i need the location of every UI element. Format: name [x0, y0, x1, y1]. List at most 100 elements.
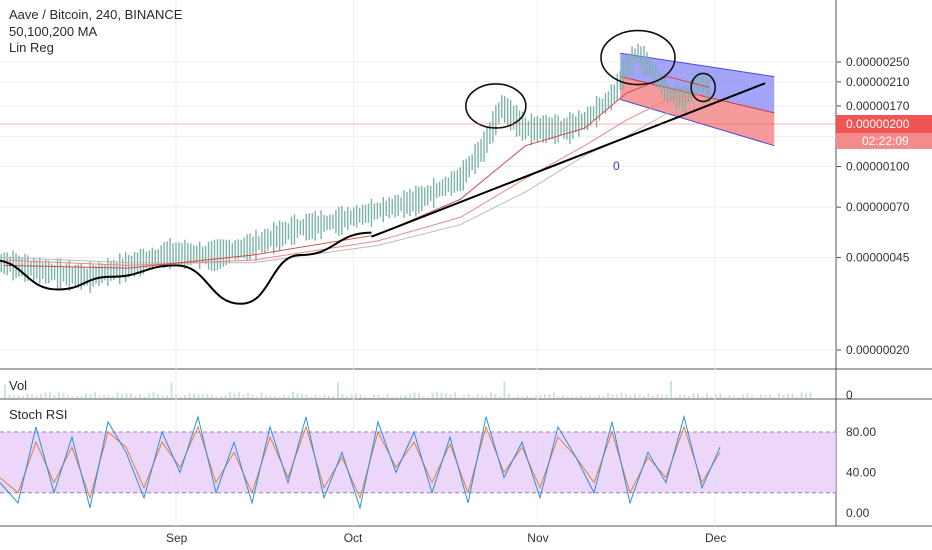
- volume-bar: [377, 394, 380, 398]
- volume-bar: [526, 395, 528, 398]
- volume-bar: [634, 393, 636, 398]
- volume-bar: [521, 396, 524, 398]
- volume-bar: [598, 394, 600, 398]
- volume-bar: [692, 393, 695, 398]
- volume-bar: [760, 394, 762, 398]
- volume-bar: [476, 393, 479, 398]
- volume-bar: [224, 395, 227, 398]
- volume-bar: [373, 394, 375, 398]
- volume-bar: [778, 393, 780, 398]
- time-tick-label: Sep: [166, 531, 188, 545]
- volume-bar: [503, 381, 506, 398]
- volume-bar: [575, 396, 578, 398]
- volume-bar: [283, 395, 285, 398]
- volume-bar: [85, 393, 87, 398]
- volume-bar: [733, 395, 735, 398]
- price-tick-label: 0.00000170: [846, 99, 910, 113]
- volume-bar: [494, 394, 497, 398]
- volume-bar: [710, 396, 713, 398]
- time-tick-label: Nov: [527, 531, 548, 545]
- volume-bar: [179, 396, 182, 398]
- volume-bar: [467, 393, 470, 398]
- volume-bar: [22, 395, 24, 398]
- trendline: [371, 82, 766, 238]
- volume-bar: [229, 392, 231, 398]
- volume-bar: [490, 392, 492, 398]
- volume-bar: [319, 396, 321, 398]
- volume-bar: [332, 395, 335, 398]
- volume-bar: [301, 393, 303, 398]
- volume-bar: [139, 394, 141, 398]
- volume-bar: [409, 393, 411, 398]
- volume-bar: [737, 396, 740, 398]
- volume-bar: [544, 394, 546, 398]
- volume-bar: [611, 394, 614, 398]
- volume-bar: [782, 394, 785, 398]
- volume-bar: [661, 394, 663, 398]
- volume-bar: [602, 395, 605, 398]
- volume-bars: [4, 380, 812, 398]
- price-tag-value: 0.00000200: [846, 117, 910, 131]
- volume-bar: [346, 395, 348, 398]
- volume-bar: [791, 393, 794, 398]
- volume-bar: [571, 396, 573, 398]
- volume-bar: [49, 392, 51, 398]
- drawings[interactable]: [0, 29, 766, 305]
- volume-bar: [130, 393, 132, 398]
- channel-lower-fill: [620, 76, 775, 146]
- volume-bar: [215, 396, 218, 398]
- volume-bar: [265, 395, 267, 398]
- volume-bar: [206, 393, 209, 398]
- volume-bar: [152, 392, 155, 398]
- volume-bar: [688, 395, 690, 398]
- volume-bar: [31, 394, 33, 398]
- volume-bar: [562, 395, 564, 398]
- volume-bar: [328, 395, 330, 398]
- volume-bar: [436, 392, 438, 398]
- volume-bar: [166, 395, 168, 398]
- ma-legend[interactable]: 50,100,200 MA: [9, 24, 98, 39]
- volume-bar: [652, 395, 654, 398]
- volume-bar: [76, 395, 78, 398]
- volume-bar: [116, 392, 119, 398]
- chart-title: Aave / Bitcoin, 240, BINANCE: [9, 7, 183, 22]
- price-tick-label: 0.00000045: [846, 251, 910, 265]
- volume-bar: [724, 396, 726, 398]
- volume-bar: [292, 392, 294, 398]
- volume-bar: [269, 395, 272, 398]
- volume-bar: [67, 394, 69, 398]
- volume-bar: [323, 394, 326, 398]
- countdown-value: 02:22:09: [862, 134, 909, 148]
- volume-bar: [121, 393, 123, 398]
- volume-bar: [413, 392, 416, 398]
- volume-bar: [341, 394, 344, 398]
- volume-bar: [463, 395, 465, 398]
- stoch-tick-label: 0.00: [846, 506, 870, 520]
- volume-bar: [742, 394, 744, 398]
- stoch-tick-label: 80.00: [846, 425, 876, 439]
- volume-bar: [107, 395, 110, 398]
- volume-bar: [26, 393, 29, 398]
- linreg-legend[interactable]: Lin Reg: [9, 40, 54, 55]
- volume-bar: [71, 396, 74, 398]
- volume-bar: [62, 392, 65, 398]
- volume-bar: [350, 394, 353, 398]
- volume-bar: [125, 393, 128, 398]
- volume-bar: [755, 396, 758, 398]
- volume-bar: [89, 394, 92, 398]
- volume-bar: [251, 394, 254, 398]
- volume-bar: [796, 396, 798, 398]
- stoch-band-fill: [0, 432, 836, 493]
- volume-bar: [364, 396, 366, 398]
- stoch-k-line: [0, 414, 721, 510]
- volume-bar: [53, 395, 56, 398]
- volume-bar: [238, 392, 240, 398]
- volume-bar: [764, 394, 767, 398]
- price-tick-label: 0.00000100: [846, 159, 910, 173]
- volume-bar: [58, 392, 60, 398]
- volume-bar: [355, 393, 357, 398]
- volume-bar: [697, 393, 699, 398]
- volume-bar: [566, 396, 569, 398]
